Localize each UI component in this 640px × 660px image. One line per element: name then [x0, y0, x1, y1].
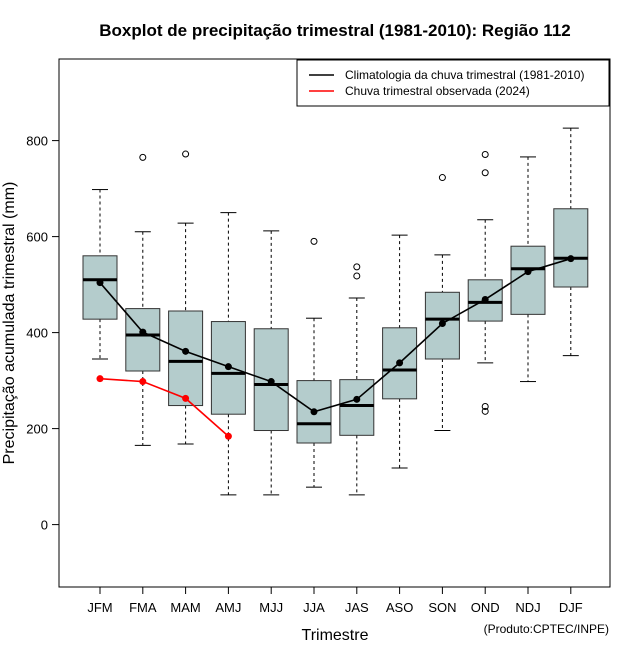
- outlier-point: [353, 272, 361, 280]
- series-point: [139, 378, 147, 386]
- box-jfm: [82, 189, 118, 360]
- x-axis: JFM FMA MAM AMJ MJJ JJA JAS ASO SON OND NDJ DJF: [87, 586, 583, 615]
- box-djf: [553, 127, 589, 357]
- legend-label: Chuva trimestral observada (2024): [345, 84, 530, 98]
- series-point: [438, 319, 446, 327]
- box-mam: [168, 150, 204, 445]
- box-fma: [125, 153, 161, 446]
- y-axis-label: Precipitação acumulada trimestral (mm): [1, 182, 18, 465]
- x-tick-label: NDJ: [515, 600, 540, 615]
- box-jja: [296, 237, 332, 488]
- series-point: [182, 394, 190, 402]
- series-point: [481, 295, 489, 303]
- y-tick-label: 200: [26, 422, 48, 437]
- series-point: [310, 408, 318, 416]
- series-point: [567, 255, 575, 263]
- outlier-point: [481, 403, 489, 411]
- box-jas: [339, 263, 375, 496]
- x-tick-label: MAM: [170, 600, 200, 615]
- series-point: [353, 395, 361, 403]
- series-point: [139, 328, 147, 336]
- x-tick-label: JJA: [303, 600, 325, 615]
- x-tick-label: JFM: [87, 600, 112, 615]
- box-ndj: [510, 156, 546, 383]
- y-tick-label: 800: [26, 134, 48, 149]
- series-line: [99, 377, 229, 437]
- outlier-point: [438, 174, 446, 182]
- series-point: [96, 279, 104, 287]
- box-mjj: [253, 230, 289, 496]
- series-point: [524, 268, 532, 276]
- x-tick-label: AMJ: [215, 600, 241, 615]
- y-tick-label: 600: [26, 230, 48, 245]
- box-son: [424, 174, 460, 432]
- y-tick-label: 0: [41, 518, 48, 533]
- credit-text: (Produto:CPTEC/INPE): [484, 622, 609, 636]
- iqr-box: [168, 310, 204, 407]
- x-tick-label: SON: [428, 600, 456, 615]
- y-axis: 0 200 400 600 800: [26, 134, 60, 533]
- series-point: [267, 378, 275, 386]
- outlier-point: [481, 169, 489, 177]
- series-lines: [96, 255, 575, 440]
- outlier-point: [481, 407, 489, 415]
- observed-series: [96, 375, 232, 440]
- box-amj: [210, 212, 246, 496]
- outlier-point: [139, 153, 147, 161]
- legend: Climatologia da chuva trimestral (1981-2…: [296, 59, 610, 107]
- iqr-box: [510, 245, 546, 315]
- iqr-box: [553, 208, 589, 288]
- x-tick-label: FMA: [129, 600, 157, 615]
- iqr-box: [339, 379, 375, 436]
- x-axis-label: Trimestre: [302, 627, 369, 644]
- x-tick-label: DJF: [559, 600, 583, 615]
- series-point: [396, 359, 404, 367]
- outlier-point: [310, 237, 318, 245]
- series-point: [96, 375, 104, 383]
- outlier-point: [182, 150, 190, 158]
- series-line: [99, 257, 572, 413]
- y-tick-label: 400: [26, 326, 48, 341]
- legend-box: [296, 59, 610, 107]
- outlier-point: [481, 151, 489, 159]
- x-tick-label: OND: [471, 600, 500, 615]
- series-point: [224, 363, 232, 371]
- iqr-box: [82, 255, 118, 320]
- x-tick-label: JAS: [345, 600, 369, 615]
- outlier-point: [353, 263, 361, 271]
- x-tick-label: ASO: [386, 600, 413, 615]
- series-point: [224, 432, 232, 440]
- boxes: [82, 127, 589, 496]
- climatology-series: [96, 255, 575, 416]
- series-point: [182, 347, 190, 355]
- box-ond: [467, 151, 503, 415]
- legend-label: Climatologia da chuva trimestral (1981-2…: [345, 68, 584, 82]
- chart-title: Boxplot de precipitação trimestral (1981…: [99, 21, 570, 40]
- x-tick-label: MJJ: [259, 600, 283, 615]
